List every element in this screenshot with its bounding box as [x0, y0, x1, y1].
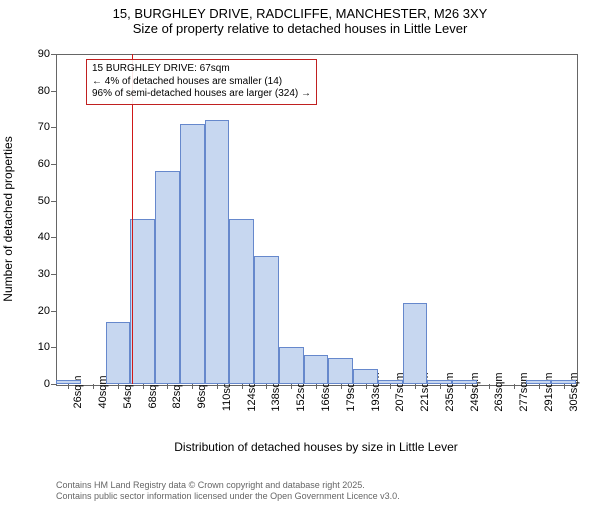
xtick-mark	[291, 384, 292, 389]
xtick-label: 277sqm	[518, 372, 530, 411]
histogram-bar	[229, 219, 254, 384]
xtick-mark	[118, 384, 119, 389]
ytick-label: 70	[20, 121, 50, 133]
histogram-bar	[353, 369, 378, 384]
xtick-mark	[415, 384, 416, 389]
ytick-mark	[51, 274, 56, 275]
histogram-bar	[551, 380, 576, 384]
histogram-bar	[205, 120, 230, 384]
ytick-label: 30	[20, 268, 50, 280]
chart-title-main: 15, BURGHLEY DRIVE, RADCLIFFE, MANCHESTE…	[0, 6, 600, 21]
xtick-label: 263sqm	[493, 372, 505, 411]
histogram-bar	[56, 380, 81, 384]
ytick-mark	[51, 347, 56, 348]
ytick-mark	[51, 311, 56, 312]
histogram-bar	[328, 358, 353, 384]
xtick-mark	[217, 384, 218, 389]
xtick-label: 305sqm	[568, 372, 580, 411]
ytick-mark	[51, 54, 56, 55]
xtick-mark	[489, 384, 490, 389]
xtick-label: 235sqm	[444, 372, 456, 411]
xtick-mark	[93, 384, 94, 389]
ytick-mark	[51, 127, 56, 128]
x-axis-label: Distribution of detached houses by size …	[56, 440, 576, 454]
xtick-mark	[341, 384, 342, 389]
annotation-line-3: 96% of semi-detached houses are larger (…	[92, 88, 311, 101]
ytick-mark	[51, 237, 56, 238]
histogram-bar	[254, 256, 279, 384]
xtick-label: 291sqm	[543, 372, 555, 411]
xtick-mark	[242, 384, 243, 389]
ytick-label: 90	[20, 48, 50, 60]
xtick-mark	[564, 384, 565, 389]
xtick-mark	[266, 384, 267, 389]
annotation-line-1: 15 BURGHLEY DRIVE: 67sqm	[92, 63, 311, 76]
ytick-mark	[51, 201, 56, 202]
xtick-mark	[68, 384, 69, 389]
chart-title-sub: Size of property relative to detached ho…	[0, 21, 600, 36]
xtick-mark	[539, 384, 540, 389]
histogram-bar	[304, 355, 329, 384]
xtick-mark	[316, 384, 317, 389]
ytick-mark	[51, 91, 56, 92]
histogram-bar	[279, 347, 304, 384]
ytick-mark	[51, 384, 56, 385]
histogram-bar	[106, 322, 131, 384]
annotation-line-2: ← 4% of detached houses are smaller (14)	[92, 76, 311, 89]
histogram-bar	[403, 303, 428, 384]
histogram-bar	[452, 380, 477, 384]
xtick-mark	[192, 384, 193, 389]
chart-container: 0102030405060708090 26sqm40sqm54sqm68sqm…	[0, 44, 600, 464]
histogram-bar	[378, 380, 403, 384]
histogram-bar	[427, 380, 452, 384]
xtick-mark	[143, 384, 144, 389]
ytick-label: 40	[20, 231, 50, 243]
xtick-label: 249sqm	[469, 372, 481, 411]
ytick-label: 80	[20, 85, 50, 97]
xtick-mark	[366, 384, 367, 389]
ytick-mark	[51, 164, 56, 165]
footer-line-1: Contains HM Land Registry data © Crown c…	[56, 480, 400, 491]
ytick-label: 60	[20, 158, 50, 170]
ytick-label: 10	[20, 341, 50, 353]
xtick-mark	[465, 384, 466, 389]
ytick-label: 50	[20, 195, 50, 207]
histogram-bar	[180, 124, 205, 384]
histogram-bar	[155, 171, 180, 384]
footer-attribution: Contains HM Land Registry data © Crown c…	[56, 480, 400, 502]
y-axis-label: Number of detached properties	[1, 136, 15, 301]
histogram-bar	[526, 380, 551, 384]
xtick-mark	[167, 384, 168, 389]
annotation-box: 15 BURGHLEY DRIVE: 67sqm ← 4% of detache…	[86, 59, 317, 105]
xtick-mark	[514, 384, 515, 389]
ytick-label: 20	[20, 305, 50, 317]
histogram-bar	[130, 219, 155, 384]
xtick-mark	[440, 384, 441, 389]
ytick-label: 0	[20, 378, 50, 390]
xtick-mark	[390, 384, 391, 389]
footer-line-2: Contains public sector information licen…	[56, 491, 400, 502]
